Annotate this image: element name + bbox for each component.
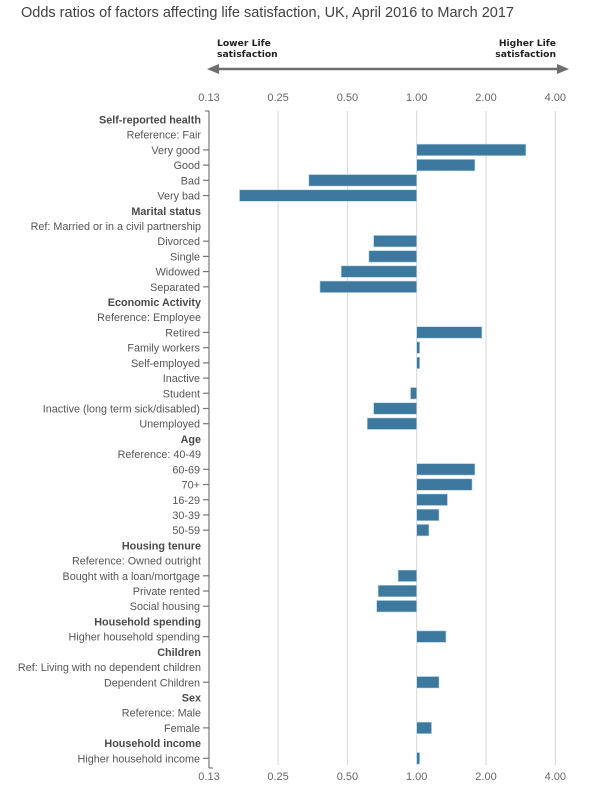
top-tick-label: 2.00	[475, 92, 496, 104]
row-label: Social housing	[130, 601, 200, 613]
category-header: Age	[181, 434, 201, 446]
bar	[416, 524, 430, 537]
category-header: Self-reported health	[99, 115, 201, 127]
bar	[377, 584, 417, 598]
category-header: Household spending	[94, 616, 201, 628]
reference-label: Reference: Employee	[97, 312, 201, 324]
row-label: Very good	[151, 145, 200, 157]
gridlines	[277, 111, 556, 765]
top-tick-label: 4.00	[545, 92, 566, 104]
row-label: Student	[163, 388, 200, 400]
row-label: Dependent Children	[104, 677, 200, 689]
row-labels: Self-reported health Reference: Fair Very …	[18, 115, 201, 766]
top-tick-label: 1.00	[406, 92, 427, 104]
row-label: Good	[174, 160, 200, 172]
lower-satisfaction-label: Lower Life satisfaction	[217, 38, 278, 60]
bars	[239, 143, 527, 765]
category-header: Housing tenure	[122, 540, 201, 552]
bar	[376, 600, 417, 613]
bar	[373, 402, 418, 415]
chart-title: Odds ratios of factors affecting life sa…	[21, 5, 514, 21]
bar	[416, 676, 440, 689]
bar	[416, 493, 448, 506]
bottom-tick-label: 0.25	[267, 771, 288, 783]
top-tick-label: 0.50	[337, 92, 358, 104]
reference-label: Ref: Married or in a civil partnership	[31, 221, 201, 233]
row-label: Higher household spending	[69, 632, 200, 644]
bar	[366, 417, 417, 430]
category-header: Marital status	[131, 206, 201, 218]
bar	[416, 721, 432, 734]
row-label: Retired	[165, 327, 200, 339]
lower-label-line-2: satisfaction	[217, 49, 278, 60]
bar	[416, 159, 476, 172]
bottom-tick-label: 0.13	[198, 771, 219, 783]
bar	[416, 630, 447, 643]
reference-label: Ref: Living with no dependent children	[18, 662, 201, 674]
row-label: Family workers	[127, 343, 200, 355]
arrow-head-left	[207, 64, 219, 74]
category-header: Children	[157, 647, 201, 659]
reference-label: Reference: Male	[122, 708, 201, 720]
arrow-head-right	[557, 64, 569, 74]
bottom-tick-label: 0.50	[337, 771, 358, 783]
row-label: Widowed	[156, 267, 200, 279]
bar	[416, 356, 420, 369]
reference-label: Reference: Owned outright	[72, 556, 201, 568]
top-axis-ticks: 0.13 0.25 0.50 1.00 2.00 4.00	[198, 92, 566, 104]
top-tick-label: 0.13	[198, 92, 219, 104]
bar	[416, 326, 483, 339]
row-label: Divorced	[157, 236, 200, 248]
row-label: Private rented	[133, 586, 200, 598]
higher-label-line-1: Higher Life	[498, 38, 556, 49]
row-label: 60-69	[172, 464, 200, 476]
bar	[239, 189, 418, 202]
row-label: Self-employed	[131, 358, 200, 370]
bar	[416, 143, 527, 156]
row-label: Inactive	[163, 373, 200, 385]
row-label: Bad	[181, 175, 200, 187]
row-label: Female	[164, 723, 200, 735]
row-label: Unemployed	[139, 419, 200, 431]
bottom-tick-label: 4.00	[545, 771, 566, 783]
reference-label: Reference: Fair	[127, 130, 202, 142]
category-header: Sex	[182, 692, 201, 704]
row-label: 16-29	[172, 495, 200, 507]
row-label: 30-39	[172, 510, 200, 522]
reference-label: Reference: 40-49	[118, 449, 201, 461]
row-label: Higher household income	[78, 753, 200, 765]
bar	[410, 387, 417, 400]
category-header: Economic Activity	[108, 297, 201, 309]
bottom-tick-label: 1.00	[406, 771, 427, 783]
bottom-tick-label: 2.00	[475, 771, 496, 783]
bar	[416, 508, 440, 522]
bar	[416, 341, 420, 354]
bar	[373, 235, 418, 248]
y-axis	[203, 110, 213, 769]
row-label: Bought with a loan/mortgage	[63, 571, 200, 583]
top-tick-label: 0.25	[267, 92, 288, 104]
category-header: Household income	[104, 738, 201, 750]
row-label: Very bad	[157, 191, 200, 203]
higher-satisfaction-label: Higher Life satisfaction	[495, 38, 556, 60]
bar	[397, 569, 417, 582]
bar	[368, 250, 417, 263]
bar	[416, 752, 420, 765]
bar	[308, 174, 418, 187]
row-label: Inactive (long term sick/disabled)	[43, 403, 200, 415]
lower-label-line-1: Lower Life	[217, 38, 271, 49]
bar	[416, 478, 473, 491]
row-label: Separated	[150, 282, 200, 294]
row-label: 50-59	[172, 525, 200, 537]
direction-arrow	[207, 64, 569, 74]
bar	[319, 280, 417, 293]
bar	[340, 265, 418, 278]
higher-label-line-2: satisfaction	[495, 49, 556, 60]
bar	[416, 463, 476, 476]
row-label: Single	[170, 251, 200, 263]
row-label: 70+	[182, 480, 200, 492]
bottom-axis-ticks: 0.13 0.25 0.50 1.00 2.00 4.00	[198, 771, 566, 783]
